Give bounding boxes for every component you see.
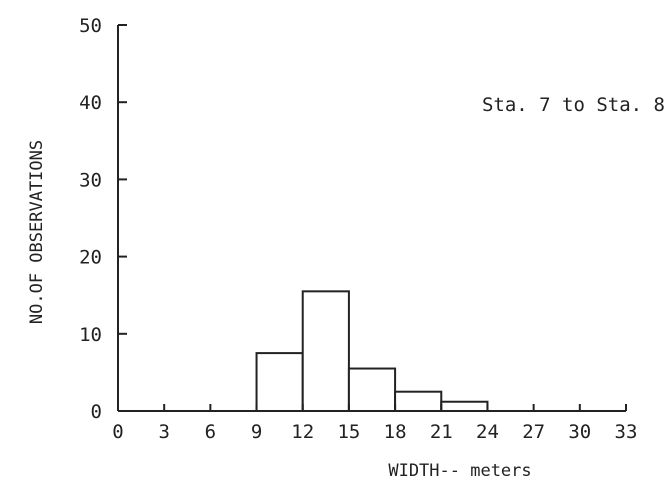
station-annotation: Sta. 7 to Sta. 8 [482, 94, 665, 116]
histogram-bar [255, 352, 304, 413]
y-tick-label: 40 [79, 92, 102, 114]
axes-group [117, 25, 626, 412]
x-tick-label: 15 [337, 421, 360, 443]
x-tick-label: 0 [112, 421, 123, 443]
y-ticks-group: 0 10 20 30 40 50 [79, 15, 127, 423]
x-tick-label: 30 [568, 421, 591, 443]
x-ticks-group: 0 3 6 9 12 15 18 21 24 27 30 33 [112, 404, 637, 443]
y-tick-label: 50 [79, 15, 102, 37]
histogram-bar [394, 390, 443, 413]
x-tick-label: 33 [615, 421, 638, 443]
y-tick-label: 0 [91, 401, 102, 423]
x-tick-label: 21 [430, 421, 453, 443]
y-tick-label: 10 [79, 324, 102, 346]
y-tick-label: 20 [79, 247, 102, 269]
x-tick-label: 9 [251, 421, 262, 443]
histogram-bar [347, 367, 397, 413]
histogram-bar [301, 290, 350, 412]
histogram-bar [440, 400, 489, 412]
x-tick-label: 24 [476, 421, 499, 443]
y-axis-title: NO.OF OBSERVATIONS [27, 140, 47, 324]
x-tick-label: 12 [291, 421, 314, 443]
x-tick-label: 27 [522, 421, 545, 443]
x-tick-label: 6 [205, 421, 216, 443]
x-tick-label: 18 [384, 421, 407, 443]
y-tick-label: 30 [79, 169, 102, 191]
x-tick-label: 3 [158, 421, 169, 443]
bars-group [255, 290, 489, 413]
x-axis-title: WIDTH-- meters [388, 461, 531, 481]
